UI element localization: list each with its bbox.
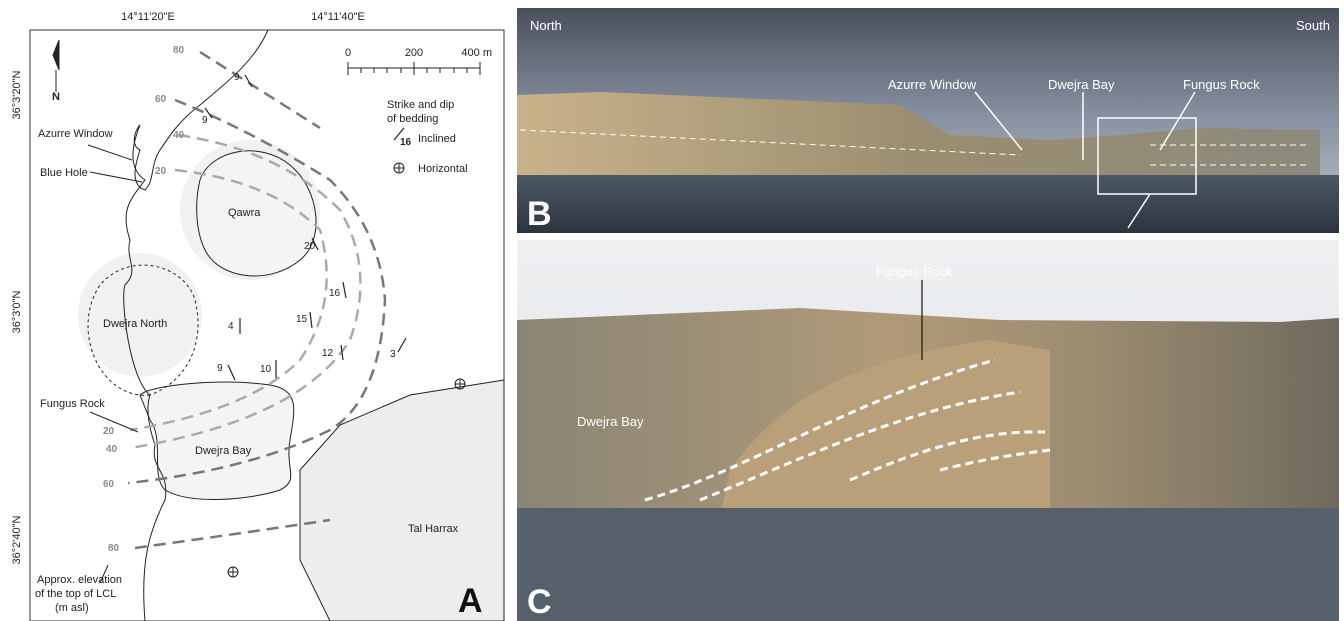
photo-label: Dwejra Bay: [577, 414, 644, 429]
dip-label: 10: [260, 364, 272, 375]
dip-label: 9: [217, 363, 223, 374]
place-label: Dwejra North: [103, 318, 167, 330]
legend-label: Horizontal: [418, 163, 468, 175]
contour-label: 80: [173, 45, 185, 56]
direction-label: North: [530, 18, 562, 33]
place-label: Blue Hole: [40, 167, 88, 179]
scale-label: 0: [345, 47, 351, 59]
lon-label: 14°11'40"E: [311, 11, 365, 23]
place-label: Azurre Window: [38, 128, 113, 140]
photo-b: [517, 8, 1339, 233]
photo-label: Dwejra Bay: [1048, 77, 1115, 92]
place-label: Tal Harrax: [408, 523, 459, 535]
contour-label: 60: [103, 479, 115, 490]
contour-label: 20: [155, 166, 167, 177]
dip-label: 20: [304, 241, 316, 252]
lon-label: 14°11'20"E: [121, 11, 175, 23]
contour-label: 40: [106, 444, 118, 455]
photo-label: Fungus Rock: [1183, 77, 1260, 92]
panel-letter: C: [527, 583, 552, 621]
dip-label: 9: [202, 115, 208, 126]
dip-label: 15: [296, 314, 308, 325]
panel-letter: A: [458, 582, 483, 620]
legend-value: 16: [400, 137, 412, 148]
note: (m asl): [55, 602, 89, 614]
dip-label: 12: [322, 348, 334, 359]
contour-label: 20: [103, 426, 115, 437]
dip-label: 9: [234, 72, 240, 83]
contour-label: 40: [173, 130, 185, 141]
place-label: Qawra: [228, 207, 261, 219]
photo-label: Fungus Rock: [876, 264, 953, 279]
place-label: Dwejra Bay: [195, 445, 252, 457]
dip-label: 4: [228, 321, 234, 332]
dwejra-north-halo: [78, 253, 202, 377]
lat-label: 36°3'0"N: [11, 291, 23, 334]
lat-label: 36°3'20"N: [11, 70, 23, 119]
place-label: Fungus Rock: [40, 398, 105, 410]
photo-label: Azurre Window: [888, 77, 977, 92]
lat-label: 36°2'40"N: [11, 515, 23, 564]
note: of the top of LCL: [35, 588, 116, 600]
panel-letter: B: [527, 195, 552, 233]
note: Approx. elevation: [37, 574, 122, 586]
scale-label: 400 m: [461, 47, 492, 59]
photo-c: [517, 240, 1339, 621]
legend-label: Inclined: [418, 133, 456, 145]
dip-label: 3: [390, 349, 396, 360]
contour-label: 80: [108, 543, 120, 554]
figure: 14°11'20"E 14°11'40"E 36°3'20"N 36°3'0"N 36°…: [0, 0, 1344, 621]
dip-label: 16: [329, 288, 341, 299]
legend-title: Strike and dip: [387, 99, 454, 111]
direction-label: South: [1296, 18, 1330, 33]
contour-label: 60: [155, 94, 167, 105]
north-label: N: [52, 91, 60, 103]
scale-label: 200: [405, 47, 423, 59]
legend-title: of bedding: [387, 113, 438, 125]
